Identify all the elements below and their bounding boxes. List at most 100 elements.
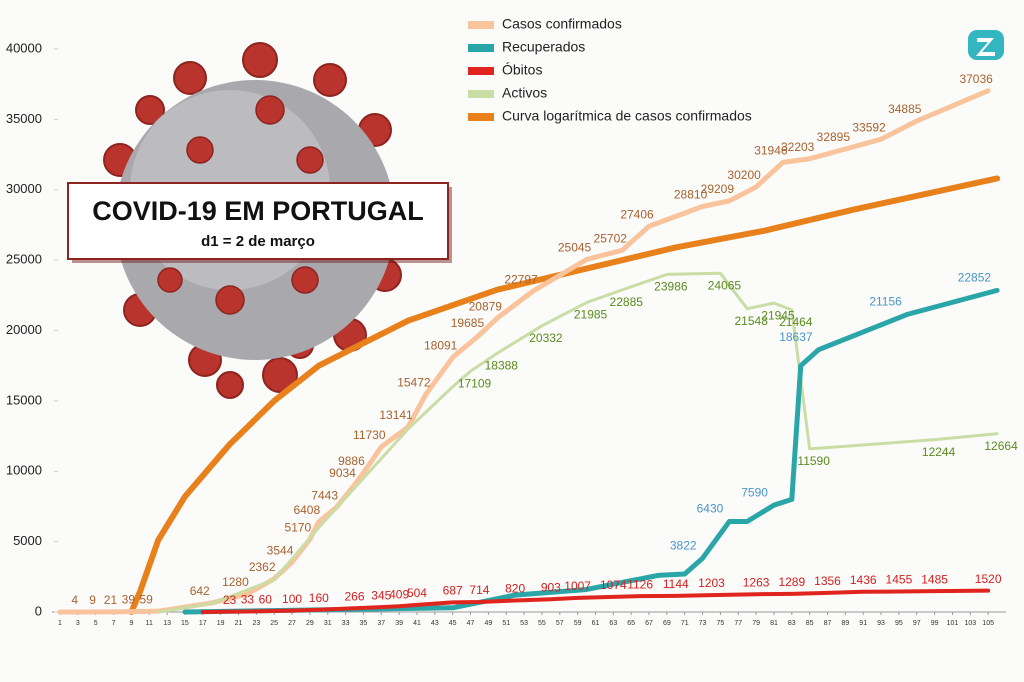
data-label: 12664 [984, 439, 1018, 453]
y-tick-label: 25000 [6, 252, 42, 267]
data-label: 3544 [267, 543, 294, 557]
data-label: 642 [190, 584, 210, 598]
x-tick-label: 77 [734, 620, 742, 627]
y-tick-label: 40000 [6, 40, 42, 55]
data-label: 21464 [779, 315, 813, 329]
x-tick-label: 45 [449, 620, 457, 627]
data-label: 20879 [469, 299, 503, 313]
x-tick-label: 105 [982, 620, 994, 627]
data-label: 6430 [697, 502, 724, 516]
x-tick-label: 75 [717, 620, 725, 627]
x-tick-label: 67 [645, 620, 653, 627]
x-tick-label: 21 [235, 620, 243, 627]
x-tick-label: 13 [163, 620, 171, 627]
plot-area: 0 5000 10000 15000 20000 25000 30000 35000 40000… [6, 40, 1018, 626]
data-label: 17109 [458, 376, 492, 390]
x-tick-label: 7 [112, 620, 116, 627]
data-label: 21548 [735, 314, 769, 328]
data-label: 32203 [781, 140, 815, 154]
x-tick-label: 53 [520, 620, 528, 627]
data-label: 160 [309, 591, 329, 605]
x-tick-label: 31 [324, 620, 332, 627]
data-label: 25702 [594, 231, 628, 245]
data-label: 714 [469, 583, 489, 597]
x-tick-label: 49 [484, 620, 492, 627]
data-label: 5170 [285, 520, 312, 534]
data-label: 100 [282, 592, 302, 606]
data-label: 1520 [975, 572, 1002, 586]
x-tick-label: 19 [217, 620, 225, 627]
legend-label: Óbitos [502, 62, 542, 78]
x-tick-label: 57 [556, 620, 564, 627]
data-label: 23986 [654, 280, 688, 294]
series-line [200, 588, 991, 614]
x-tick-label: 47 [467, 620, 475, 627]
data-label: 60 [259, 592, 273, 606]
legend-label: Recuperados [502, 39, 585, 55]
data-label: 20332 [529, 331, 563, 345]
y-tick-label: 0 [35, 603, 42, 618]
y-tick-label: 35000 [6, 111, 42, 126]
data-label: 19685 [451, 316, 485, 330]
x-tick-label: 29 [306, 620, 314, 627]
data-label: 409 [389, 587, 409, 601]
x-tick-label: 55 [538, 620, 546, 627]
data-label: 59 [139, 592, 153, 606]
data-label: 903 [541, 580, 561, 594]
x-tick-label: 17 [199, 620, 207, 627]
data-label: 28810 [674, 188, 708, 202]
chart-subtitle: d1 = 2 de março [201, 233, 315, 250]
x-tick-label: 63 [609, 620, 617, 627]
data-label: 21945 [761, 308, 795, 322]
data-label: 3822 [670, 538, 697, 552]
x-tick-label: 9 [129, 620, 133, 627]
data-label: 21985 [574, 308, 608, 322]
data-label: 9886 [338, 454, 365, 468]
x-tick-label: 69 [663, 620, 671, 627]
data-label: 1203 [698, 576, 725, 590]
data-label: 24065 [708, 278, 742, 292]
logo [968, 30, 1004, 60]
y-tick-label: 20000 [6, 322, 42, 337]
data-label: 13141 [379, 408, 413, 422]
y-tick-label: 10000 [6, 463, 42, 478]
x-tick-label: 35 [360, 620, 368, 627]
data-label: 1485 [921, 572, 948, 586]
x-tick-label: 103 [964, 620, 976, 627]
x-tick-label: 59 [574, 620, 582, 627]
data-label: 2362 [249, 560, 276, 574]
data-label: 33592 [852, 120, 886, 134]
series-line [128, 175, 1001, 615]
x-tick-label: 73 [699, 620, 707, 627]
y-tick-label: 15000 [6, 392, 42, 407]
legend-label: Casos confirmados [502, 16, 622, 32]
x-tick-label: 101 [947, 620, 959, 627]
x-tick-label: 41 [413, 620, 421, 627]
data-label: 9 [89, 593, 96, 607]
x-tick-label: 81 [770, 620, 778, 627]
data-label: 9034 [329, 466, 356, 480]
data-label: 31946 [754, 144, 788, 158]
x-tick-label: 91 [859, 620, 867, 627]
x-tick-label: 65 [627, 620, 635, 627]
chart-title: COVID-19 EM PORTUGAL [92, 196, 424, 226]
x-tick-label: 33 [342, 620, 350, 627]
data-label: 18091 [424, 339, 458, 353]
data-label: 33 [241, 593, 255, 607]
data-label: 1455 [886, 573, 913, 587]
legend-label: Curva logarítmica de casos confirmados [502, 108, 752, 124]
x-tick-label: 79 [752, 620, 760, 627]
data-label: 7443 [311, 488, 338, 502]
data-label: 22797 [504, 272, 538, 286]
x-tick-label: 1 [58, 620, 62, 627]
data-label: 1356 [814, 574, 841, 588]
data-label: 6408 [293, 503, 320, 517]
data-label: 25045 [558, 241, 592, 255]
data-label: 820 [505, 582, 525, 596]
legend-label: Activos [502, 85, 547, 101]
data-label: 504 [407, 586, 427, 600]
data-label: 23 [223, 593, 237, 607]
data-label: 1280 [222, 575, 249, 589]
data-label: 266 [344, 589, 364, 603]
data-label: 1074 [600, 578, 627, 592]
